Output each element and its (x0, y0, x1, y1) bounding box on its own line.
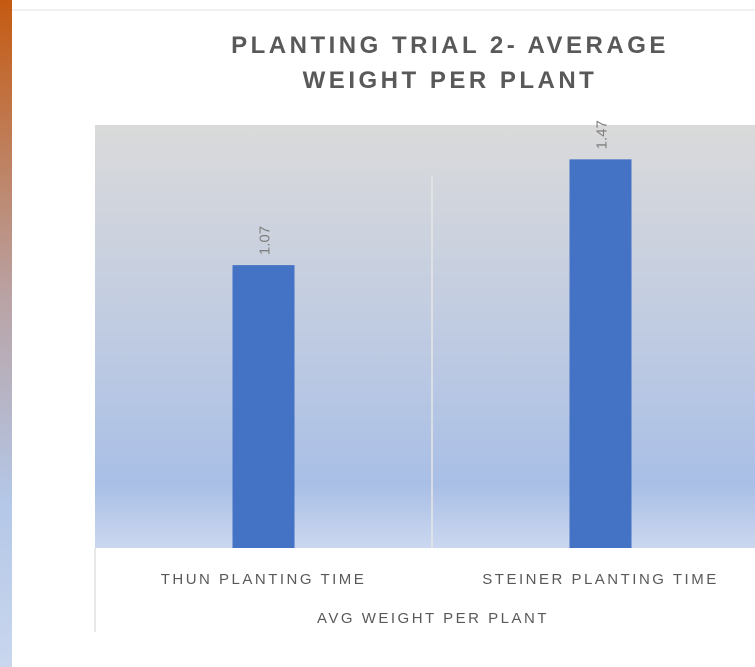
x-tick-label: STEINER PLANTING TIME (482, 571, 718, 588)
data-label: 1.47 (593, 120, 610, 149)
bar (232, 265, 295, 548)
side-strip (0, 0, 12, 667)
bar (569, 159, 632, 548)
x-axis-title: AVG WEIGHT PER PLANT (317, 610, 549, 627)
x-tick-label: THUN PLANTING TIME (161, 571, 367, 588)
plot-area (95, 125, 755, 548)
chart-title: PLANTING TRIAL 2- AVERAGE WEIGHT PER PLA… (231, 32, 669, 94)
data-label: 1.07 (256, 226, 273, 255)
